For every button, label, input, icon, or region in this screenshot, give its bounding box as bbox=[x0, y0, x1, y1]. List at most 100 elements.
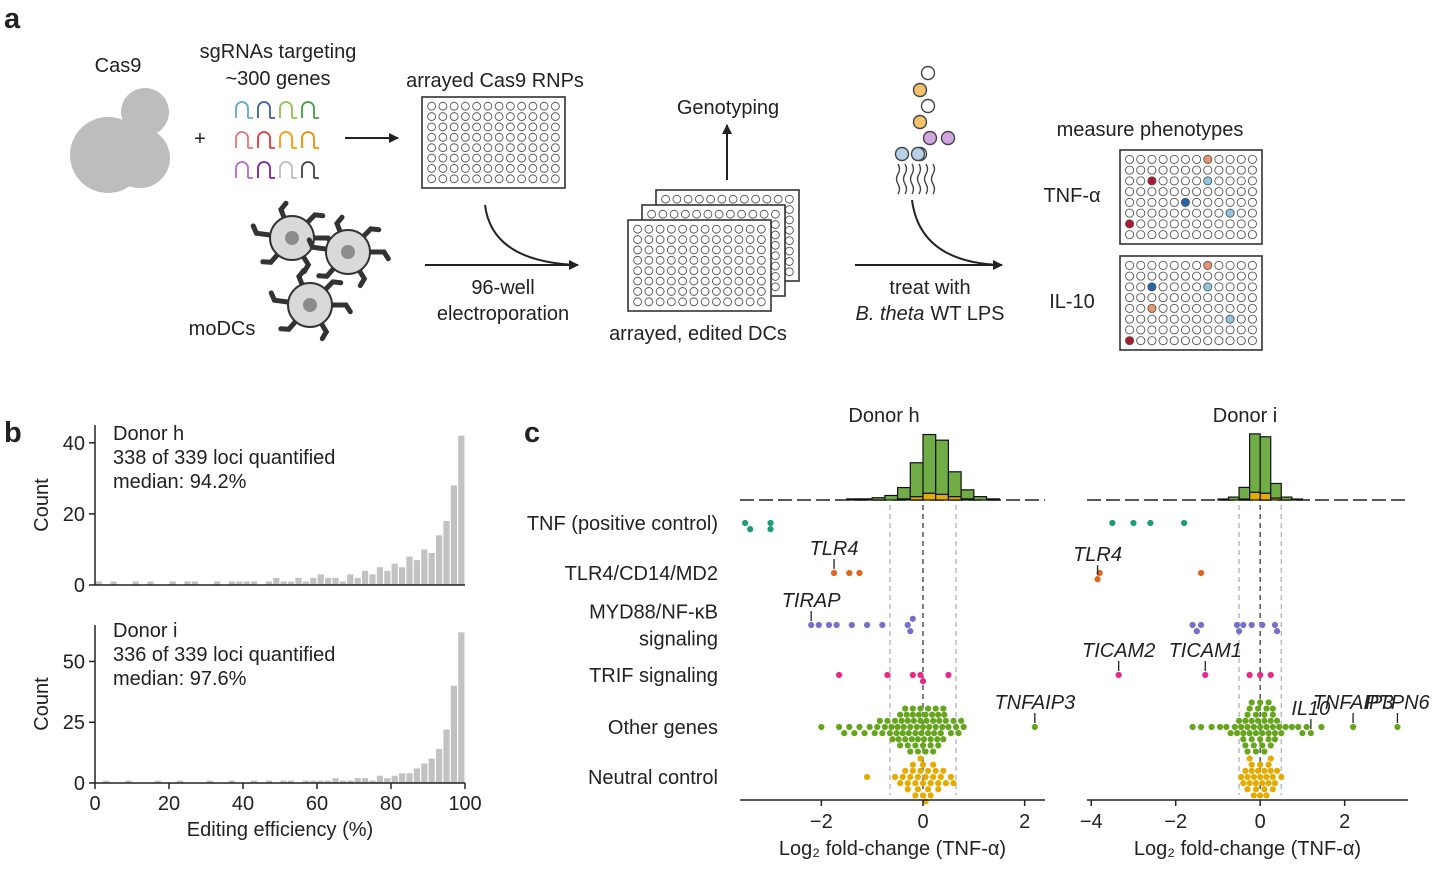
point bbox=[863, 621, 871, 629]
well bbox=[1158, 154, 1168, 164]
well bbox=[694, 194, 704, 204]
point bbox=[942, 780, 949, 787]
point bbox=[935, 711, 942, 718]
well bbox=[633, 297, 643, 307]
point bbox=[917, 767, 924, 774]
row-label: TLR4/CD14/MD2 bbox=[565, 563, 718, 585]
well bbox=[550, 132, 560, 142]
hist-bar bbox=[436, 535, 443, 585]
hist-bar bbox=[413, 768, 420, 783]
y-tick-label: 50 bbox=[63, 651, 85, 673]
point bbox=[919, 761, 927, 768]
well bbox=[1180, 165, 1190, 175]
label: arrayed Cas9 RNPs bbox=[406, 70, 584, 92]
well bbox=[427, 174, 437, 184]
well bbox=[1225, 325, 1235, 335]
lipid-tail bbox=[930, 163, 936, 195]
point bbox=[1246, 705, 1253, 712]
well bbox=[1147, 219, 1157, 229]
well bbox=[460, 112, 470, 121]
point bbox=[923, 717, 930, 724]
well bbox=[1180, 219, 1190, 229]
well bbox=[427, 153, 437, 163]
point bbox=[945, 671, 952, 679]
label: ~300 genes bbox=[225, 68, 330, 90]
well bbox=[505, 143, 515, 153]
well bbox=[1125, 230, 1135, 240]
point bbox=[1252, 748, 1260, 755]
label: arrayed, edited DCs bbox=[609, 323, 787, 345]
hist-bar bbox=[251, 780, 258, 783]
well bbox=[633, 276, 643, 286]
well bbox=[1180, 176, 1190, 186]
well bbox=[1236, 336, 1246, 346]
point bbox=[1307, 730, 1314, 737]
x-axis-label: Log₂ fold-change (TNF-α) bbox=[779, 838, 1006, 860]
point bbox=[936, 717, 943, 724]
well bbox=[1136, 293, 1146, 303]
well bbox=[700, 276, 710, 286]
point bbox=[909, 761, 916, 768]
well bbox=[734, 276, 744, 286]
well bbox=[1125, 176, 1135, 186]
well bbox=[689, 266, 699, 276]
point bbox=[871, 730, 878, 737]
point bbox=[1202, 671, 1209, 679]
point bbox=[1115, 671, 1122, 679]
well bbox=[1225, 271, 1235, 281]
sugar bbox=[920, 65, 936, 81]
point bbox=[1269, 723, 1276, 731]
hist-bar bbox=[95, 581, 102, 585]
well bbox=[770, 251, 780, 261]
well bbox=[647, 209, 657, 219]
y-tick-label: 0 bbox=[74, 575, 85, 597]
plate-body bbox=[1119, 149, 1263, 245]
point bbox=[1109, 519, 1116, 527]
point bbox=[947, 730, 955, 737]
well bbox=[700, 297, 710, 307]
well bbox=[1247, 325, 1257, 335]
hist-bar-other bbox=[1270, 482, 1282, 499]
well bbox=[1147, 165, 1157, 175]
sugar bbox=[912, 114, 928, 130]
well bbox=[633, 255, 643, 265]
point bbox=[1267, 717, 1274, 724]
cas9-icon bbox=[70, 88, 170, 193]
point bbox=[1246, 755, 1253, 762]
hist-bar-other bbox=[846, 498, 861, 501]
point bbox=[846, 723, 853, 731]
well bbox=[494, 164, 504, 173]
hist-bar bbox=[443, 521, 450, 585]
point bbox=[1193, 628, 1200, 635]
point bbox=[894, 723, 901, 731]
well bbox=[1147, 303, 1157, 313]
y-axis-label: Count bbox=[31, 478, 53, 532]
well bbox=[1203, 336, 1213, 346]
hist-bar-other bbox=[1280, 496, 1293, 501]
well bbox=[1225, 197, 1235, 207]
lipid-tail bbox=[909, 163, 915, 195]
well bbox=[472, 174, 482, 184]
point bbox=[927, 780, 934, 787]
well bbox=[427, 122, 437, 132]
label: B. theta WT LPS bbox=[855, 303, 1004, 325]
hist-bar bbox=[325, 577, 332, 585]
well bbox=[756, 297, 766, 307]
point bbox=[891, 717, 899, 724]
well bbox=[1169, 260, 1179, 270]
well bbox=[723, 287, 733, 296]
point bbox=[1271, 780, 1279, 787]
hist-bar-other bbox=[896, 486, 911, 500]
well bbox=[756, 245, 766, 255]
point bbox=[900, 723, 907, 731]
well bbox=[460, 132, 470, 142]
well bbox=[1225, 219, 1235, 229]
well bbox=[770, 230, 780, 240]
x-tick-label: 0 bbox=[917, 811, 928, 833]
point bbox=[909, 711, 916, 718]
well bbox=[460, 174, 470, 184]
point bbox=[1223, 723, 1230, 731]
well-plate bbox=[1119, 255, 1263, 351]
point bbox=[899, 730, 906, 737]
sgrna bbox=[301, 161, 319, 179]
